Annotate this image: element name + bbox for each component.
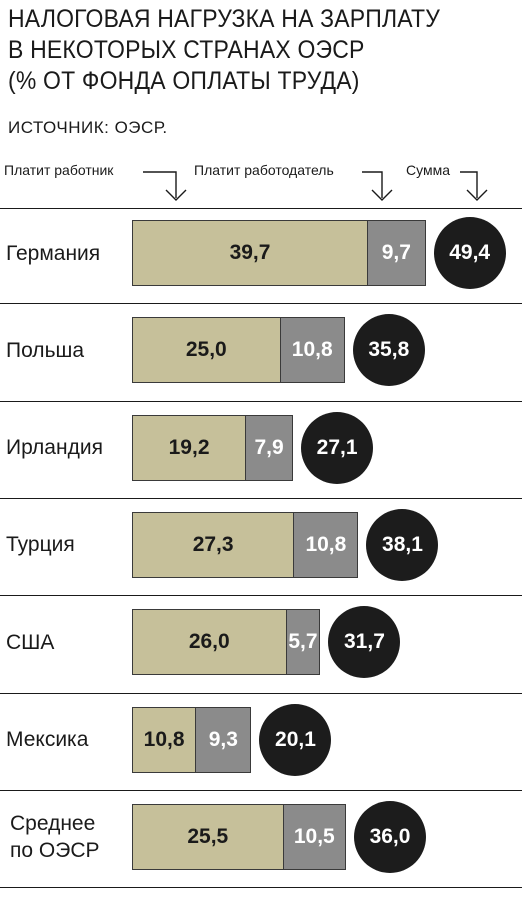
bar-employee: 25,5	[132, 803, 284, 870]
category-label: Турция	[6, 533, 75, 557]
category-label: США	[6, 630, 55, 654]
title-line-1: НАЛОГОВАЯ НАГРУЗКА НА ЗАРПЛАТУ	[8, 5, 441, 33]
category-label: Польша	[6, 338, 85, 362]
legend-arrow-total	[460, 171, 488, 201]
row-separator	[0, 789, 522, 791]
total-badge: 49,4	[433, 217, 506, 289]
row-separator	[0, 303, 522, 305]
title-line-3: (% ОТ ФОНДА ОПЛАТЫ ТРУДА)	[8, 67, 360, 95]
category-label: Германия	[6, 241, 101, 265]
total-badge: 31,7	[328, 606, 401, 679]
total-badge: 27,1	[301, 411, 374, 484]
total-badge: 38,1	[366, 508, 439, 581]
row-separator	[0, 400, 522, 402]
chart-title: НАЛОГОВАЯ НАГРУЗКА НА ЗАРПЛАТУ В НЕКОТОР…	[8, 4, 477, 97]
bar-employer: 10,5	[282, 803, 346, 870]
legend-arrows	[143, 171, 488, 201]
bar-employee: 19,2	[132, 414, 247, 481]
bar-employee: 10,8	[132, 706, 197, 773]
row-separator	[0, 595, 522, 597]
legend: Платит работник Платит работодатель Сумм…	[0, 160, 522, 210]
total-badge: 35,8	[352, 314, 425, 387]
category-label: Мексика	[6, 728, 89, 751]
total-badge: 20,1	[259, 703, 332, 776]
bar-employee: 26,0	[132, 609, 287, 676]
bar-employee: 27,3	[132, 511, 295, 578]
title-line-2: В НЕКОТОРЫХ СТРАНАХ ОЭСР	[8, 36, 365, 64]
row-separator	[0, 887, 522, 889]
bar-employee: 39,7	[132, 220, 368, 286]
legend-employer: Платит работодатель	[194, 162, 334, 178]
legend-arrow-employee	[143, 171, 187, 201]
total-badge: 36,0	[354, 800, 426, 873]
row-separator	[0, 692, 522, 694]
source-note: ИСТОЧНИК: ОЭСР.	[8, 118, 168, 137]
row-separator	[0, 497, 522, 499]
bar-employer: 10,8	[279, 317, 345, 384]
row-separator	[0, 208, 522, 209]
bar-employer: 5,7	[285, 609, 321, 676]
category-label: Среднее по ОЭСР	[10, 811, 100, 862]
legend-employee: Платит работник	[4, 162, 114, 178]
category-label: Ирландия	[6, 436, 103, 460]
bar-employer: 10,8	[293, 511, 359, 578]
bar-employer: 9,7	[367, 220, 426, 286]
bar-employer: 7,9	[245, 414, 294, 481]
legend-total: Сумма	[406, 162, 450, 178]
legend-arrow-employer	[362, 171, 393, 201]
bar-employer: 9,3	[195, 706, 252, 773]
bar-employee: 25,0	[132, 317, 281, 384]
